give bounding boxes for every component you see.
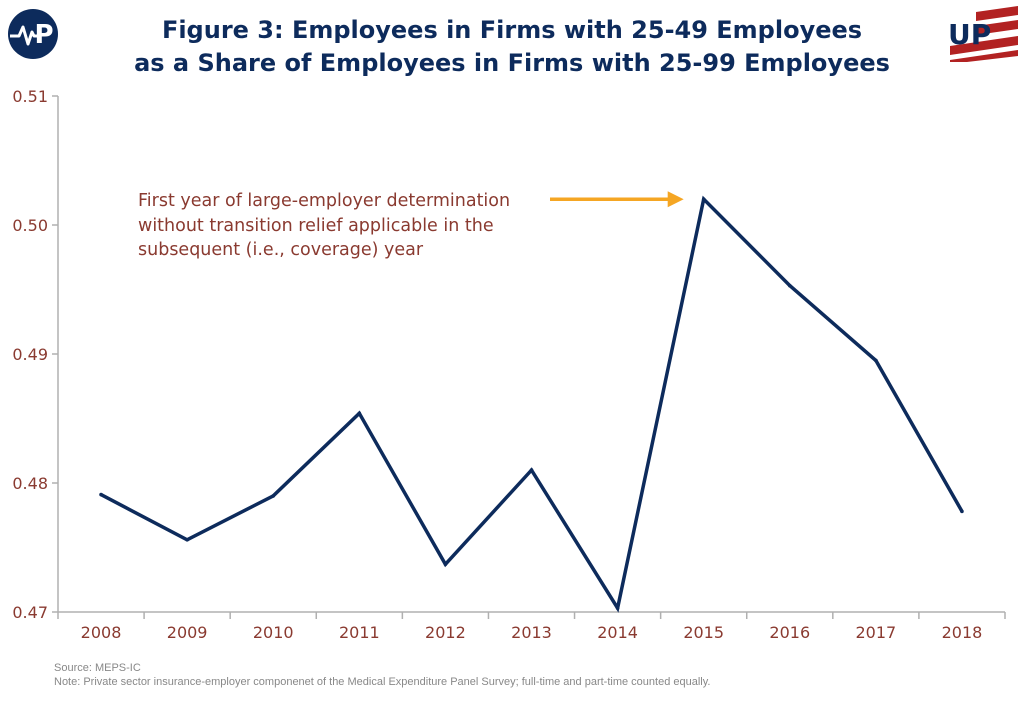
x-tick-label: 2011 [339, 623, 380, 642]
x-tick-label: 2013 [511, 623, 552, 642]
data-point [960, 509, 964, 514]
footnote: Note: Private sector insurance-employer … [54, 676, 711, 688]
data-point [874, 358, 878, 363]
annotation-line-3: subsequent (i.e., coverage) year [138, 240, 424, 260]
source-note: Source: MEPS-IC [54, 662, 141, 674]
data-point [701, 197, 706, 201]
annotation-line-2: without transition relief applicable in … [138, 215, 494, 236]
data-point [529, 468, 534, 472]
y-tick-label: 0.48 [12, 474, 48, 493]
x-tick-label: 2014 [597, 623, 638, 642]
data-point [443, 562, 448, 567]
right-logo-letters: UP [948, 18, 991, 51]
y-tick-label: 0.50 [12, 216, 48, 235]
data-point [271, 494, 276, 498]
chart-title-line-1: Figure 3: Employees in Firms with 25-49 … [161, 16, 863, 44]
x-tick-label: 2018 [942, 623, 983, 642]
data-point [615, 606, 620, 610]
up-flag-logo-icon: UP [948, 6, 1018, 62]
y-tick-label: 0.47 [12, 603, 48, 622]
chart-title: Figure 3: Employees in Firms with 25-49 … [60, 14, 964, 80]
data-point [185, 537, 189, 542]
x-tick-label: 2009 [167, 623, 208, 642]
x-tick-label: 2010 [253, 623, 294, 642]
chart-footer: Source: MEPS-IC Note: Private sector ins… [54, 661, 710, 689]
x-tick-label: 2015 [683, 623, 724, 642]
data-point [99, 492, 103, 497]
data-point [787, 283, 792, 288]
y-tick-label: 0.51 [12, 87, 48, 106]
x-tick-label: 2008 [81, 623, 122, 642]
left-logo-letter: P [34, 20, 53, 50]
heartbeat-p-logo-icon: P [8, 9, 58, 59]
annotation-line-1: First year of large-employer determinati… [138, 191, 511, 211]
data-point [357, 411, 362, 416]
annotation-text: First year of large-employer determinati… [138, 189, 558, 263]
y-tick-label: 0.49 [12, 345, 48, 364]
annotation-arrow-head [667, 191, 684, 208]
x-tick-label: 2012 [425, 623, 466, 642]
x-tick-label: 2017 [856, 623, 897, 642]
x-tick-label: 2016 [769, 623, 810, 642]
chart-title-line-2: as a Share of Employees in Firms with 25… [134, 49, 890, 77]
